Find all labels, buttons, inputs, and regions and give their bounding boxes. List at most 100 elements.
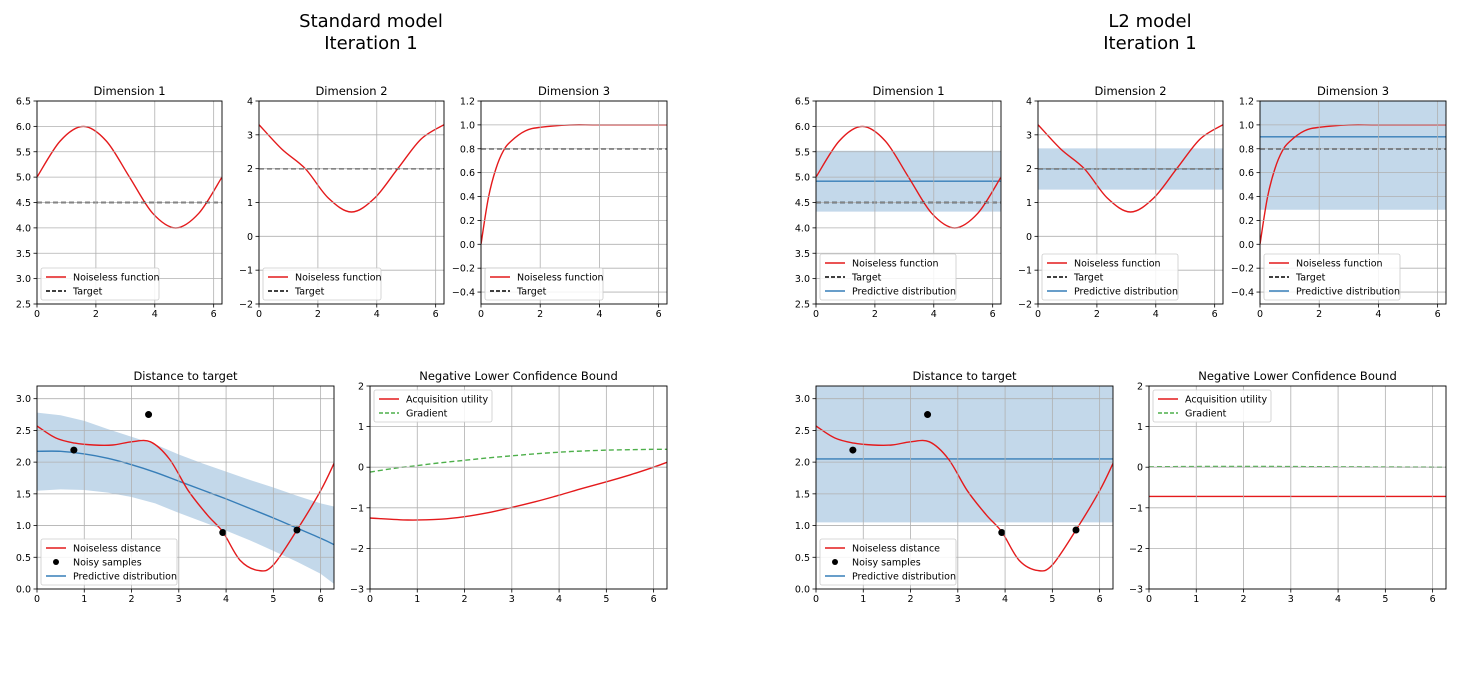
y-tick-label: 1 — [247, 198, 253, 209]
plot-area — [481, 124, 667, 245]
y-tick-label: 6.0 — [16, 122, 31, 133]
x-tick-label: 0 — [256, 309, 262, 320]
y-tick-label: 5.5 — [795, 147, 810, 158]
x-tick-label: 1 — [860, 594, 866, 605]
subplot-lcb: 0 1 2 3 4 5 6 −3 −2 −1 0 1 2 Negative Lower Confidenc… — [1129, 369, 1447, 605]
x-tick-label: 4 — [374, 309, 380, 320]
y-tick-label: 5.0 — [16, 173, 31, 184]
legend-box — [819, 538, 957, 586]
x-tick-label: 0 — [34, 309, 40, 320]
legend-label: Noisy samples — [73, 558, 142, 569]
y-tick-label: 0.0 — [795, 585, 810, 596]
x-tick-label: 4 — [1153, 309, 1159, 320]
legend-label: Target — [1295, 273, 1326, 284]
plot-area — [1149, 465, 1446, 498]
axes-frame — [1148, 385, 1447, 590]
x-tick-label: 3 — [1288, 594, 1294, 605]
subplot-title: Distance to target — [912, 369, 1017, 383]
legend-label: Noiseless distance — [73, 544, 161, 555]
x-tick-label: 0 — [367, 594, 373, 605]
subplot-dim2: 0 2 4 6 −2 −1 0 1 2 3 4 Dimension 2 Noiseless functi… — [239, 84, 445, 320]
y-tick-label: −1 — [1129, 503, 1143, 514]
y-tick-label: 0.2 — [460, 216, 475, 227]
legend-label: Predictive distribution — [852, 572, 956, 583]
legend: Noiseless function Target — [262, 267, 382, 301]
noisy-sample-point — [293, 526, 301, 534]
legend-label: Target — [294, 287, 325, 298]
x-tick-label: 2 — [1316, 309, 1322, 320]
y-tick-label: 0.0 — [460, 240, 475, 251]
x-tick-label: 2 — [872, 309, 878, 320]
series-line-noiseless-function — [481, 124, 667, 245]
y-tick-label: 2.5 — [16, 426, 31, 437]
axes-frame — [815, 100, 1002, 305]
x-tick-label: 2 — [462, 594, 468, 605]
legend-label: Target — [851, 273, 882, 284]
figure-subtitle: Iteration 1 — [1103, 33, 1197, 54]
y-tick-label: 4.0 — [16, 223, 31, 234]
legend: Noiseless function Target — [40, 267, 160, 301]
legend-box — [40, 267, 160, 301]
y-tick-label: 0.4 — [1239, 192, 1254, 203]
x-tick-label: 4 — [596, 309, 602, 320]
y-tick-label: 6.5 — [16, 97, 31, 108]
noisy-sample-point — [849, 446, 857, 454]
figure-title: L2 model — [1108, 11, 1191, 32]
x-tick-label: 6 — [1212, 309, 1218, 320]
y-tick-label: −0.2 — [1231, 264, 1254, 275]
x-tick-label: 5 — [1382, 594, 1388, 605]
y-tick-label: 1.5 — [795, 489, 810, 500]
x-tick-label: 3 — [955, 594, 961, 605]
x-tick-label: 5 — [270, 594, 276, 605]
y-tick-label: 0.2 — [1239, 216, 1254, 227]
y-tick-label: 3 — [247, 130, 253, 141]
legend-box — [484, 267, 604, 301]
y-tick-label: −2 — [239, 300, 253, 311]
x-tick-label: 2 — [93, 309, 99, 320]
y-tick-label: −1 — [350, 503, 364, 514]
subplot-title: Dimension 1 — [93, 84, 165, 98]
legend: Noiseless distance Noisy samples Predictiv… — [819, 538, 957, 586]
legend-label: Gradient — [406, 409, 448, 420]
y-tick-label: 2 — [1026, 164, 1032, 175]
y-tick-label: 0.6 — [460, 168, 475, 179]
x-tick-label: 2 — [908, 594, 914, 605]
axes-frame — [369, 385, 668, 590]
legend: Noiseless distance Noisy samples Predictiv… — [40, 538, 178, 586]
x-tick-label: 0 — [1146, 594, 1152, 605]
y-tick-label: 3.5 — [795, 249, 810, 260]
y-tick-label: 6.5 — [795, 97, 810, 108]
y-tick-label: 0 — [358, 463, 364, 474]
subplot-title: Negative Lower Confidence Bound — [419, 369, 618, 383]
y-tick-label: 0 — [1137, 463, 1143, 474]
x-tick-label: 6 — [1435, 309, 1441, 320]
legend-label: Predictive distribution — [1074, 287, 1178, 298]
subplot-dim1: 0 2 4 6 2.5 3.0 3.5 4.0 4.5 5.0 5.5 6.0 6.5 Dimension… — [795, 84, 1002, 320]
subplot-title: Dimension 2 — [315, 84, 387, 98]
y-tick-label: 6.0 — [795, 122, 810, 133]
legend: Noiseless function Target Predictive distr… — [819, 253, 957, 301]
confidence-band — [1260, 101, 1446, 210]
noisy-sample-point — [219, 529, 227, 537]
x-tick-label: 6 — [1430, 594, 1436, 605]
y-tick-label: 1.2 — [1239, 97, 1254, 108]
y-tick-label: 1.0 — [795, 521, 810, 532]
x-tick-label: 6 — [1097, 594, 1103, 605]
y-tick-label: 5.0 — [795, 173, 810, 184]
x-tick-label: 2 — [1241, 594, 1247, 605]
legend-label: Gradient — [1185, 409, 1227, 420]
y-tick-label: 2.5 — [795, 426, 810, 437]
series-line-noiseless-function — [259, 124, 444, 213]
x-tick-label: 0 — [813, 594, 819, 605]
legend: Noiseless function Target Predictive distr… — [1263, 253, 1401, 301]
legend-label: Noiseless function — [73, 273, 160, 284]
subplot-title: Dimension 3 — [538, 84, 610, 98]
legend-label: Noiseless function — [1296, 259, 1383, 270]
y-tick-label: 3.0 — [795, 394, 810, 405]
legend-label: Target — [72, 287, 103, 298]
y-tick-label: 0 — [1026, 232, 1032, 243]
y-tick-label: 4 — [247, 97, 253, 108]
y-tick-label: 1.0 — [16, 521, 31, 532]
